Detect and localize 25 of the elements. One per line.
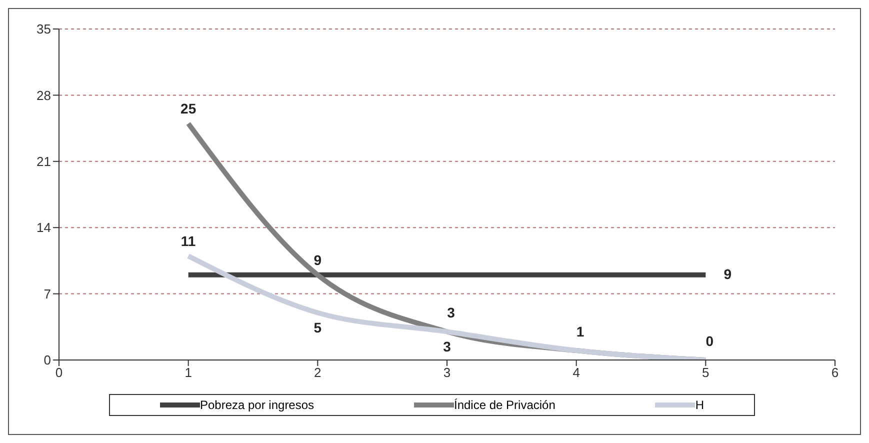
data-label: 25 — [180, 100, 196, 117]
y-tick-label: 21 — [36, 154, 51, 170]
data-label: 9 — [314, 252, 322, 268]
x-tick-label: 0 — [55, 365, 63, 380]
data-label: 3 — [447, 304, 456, 321]
x-tick-label: 4 — [572, 365, 580, 380]
x-tick-label: 2 — [314, 365, 322, 380]
data-label: 1 — [576, 324, 584, 340]
data-label: 0 — [706, 333, 714, 349]
data-label: 11 — [180, 232, 196, 249]
data-label: 3 — [443, 338, 452, 355]
y-tick-label: 7 — [44, 286, 51, 302]
y-tick-label: 0 — [44, 352, 51, 368]
y-tick-label: 14 — [36, 220, 51, 236]
data-label: 9 — [724, 266, 732, 282]
x-tick-label: 1 — [184, 365, 192, 380]
legend-label: Pobreza por ingresos — [198, 398, 314, 412]
legend-label: Índice de Privación — [453, 398, 556, 412]
y-tick-label: 35 — [36, 22, 51, 37]
x-tick-label: 5 — [702, 365, 710, 380]
x-tick-label: 6 — [831, 365, 839, 380]
x-tick-label: 3 — [443, 365, 451, 380]
legend-label: H — [694, 398, 704, 412]
data-label: 5 — [314, 320, 322, 336]
y-tick-label: 28 — [36, 88, 51, 103]
